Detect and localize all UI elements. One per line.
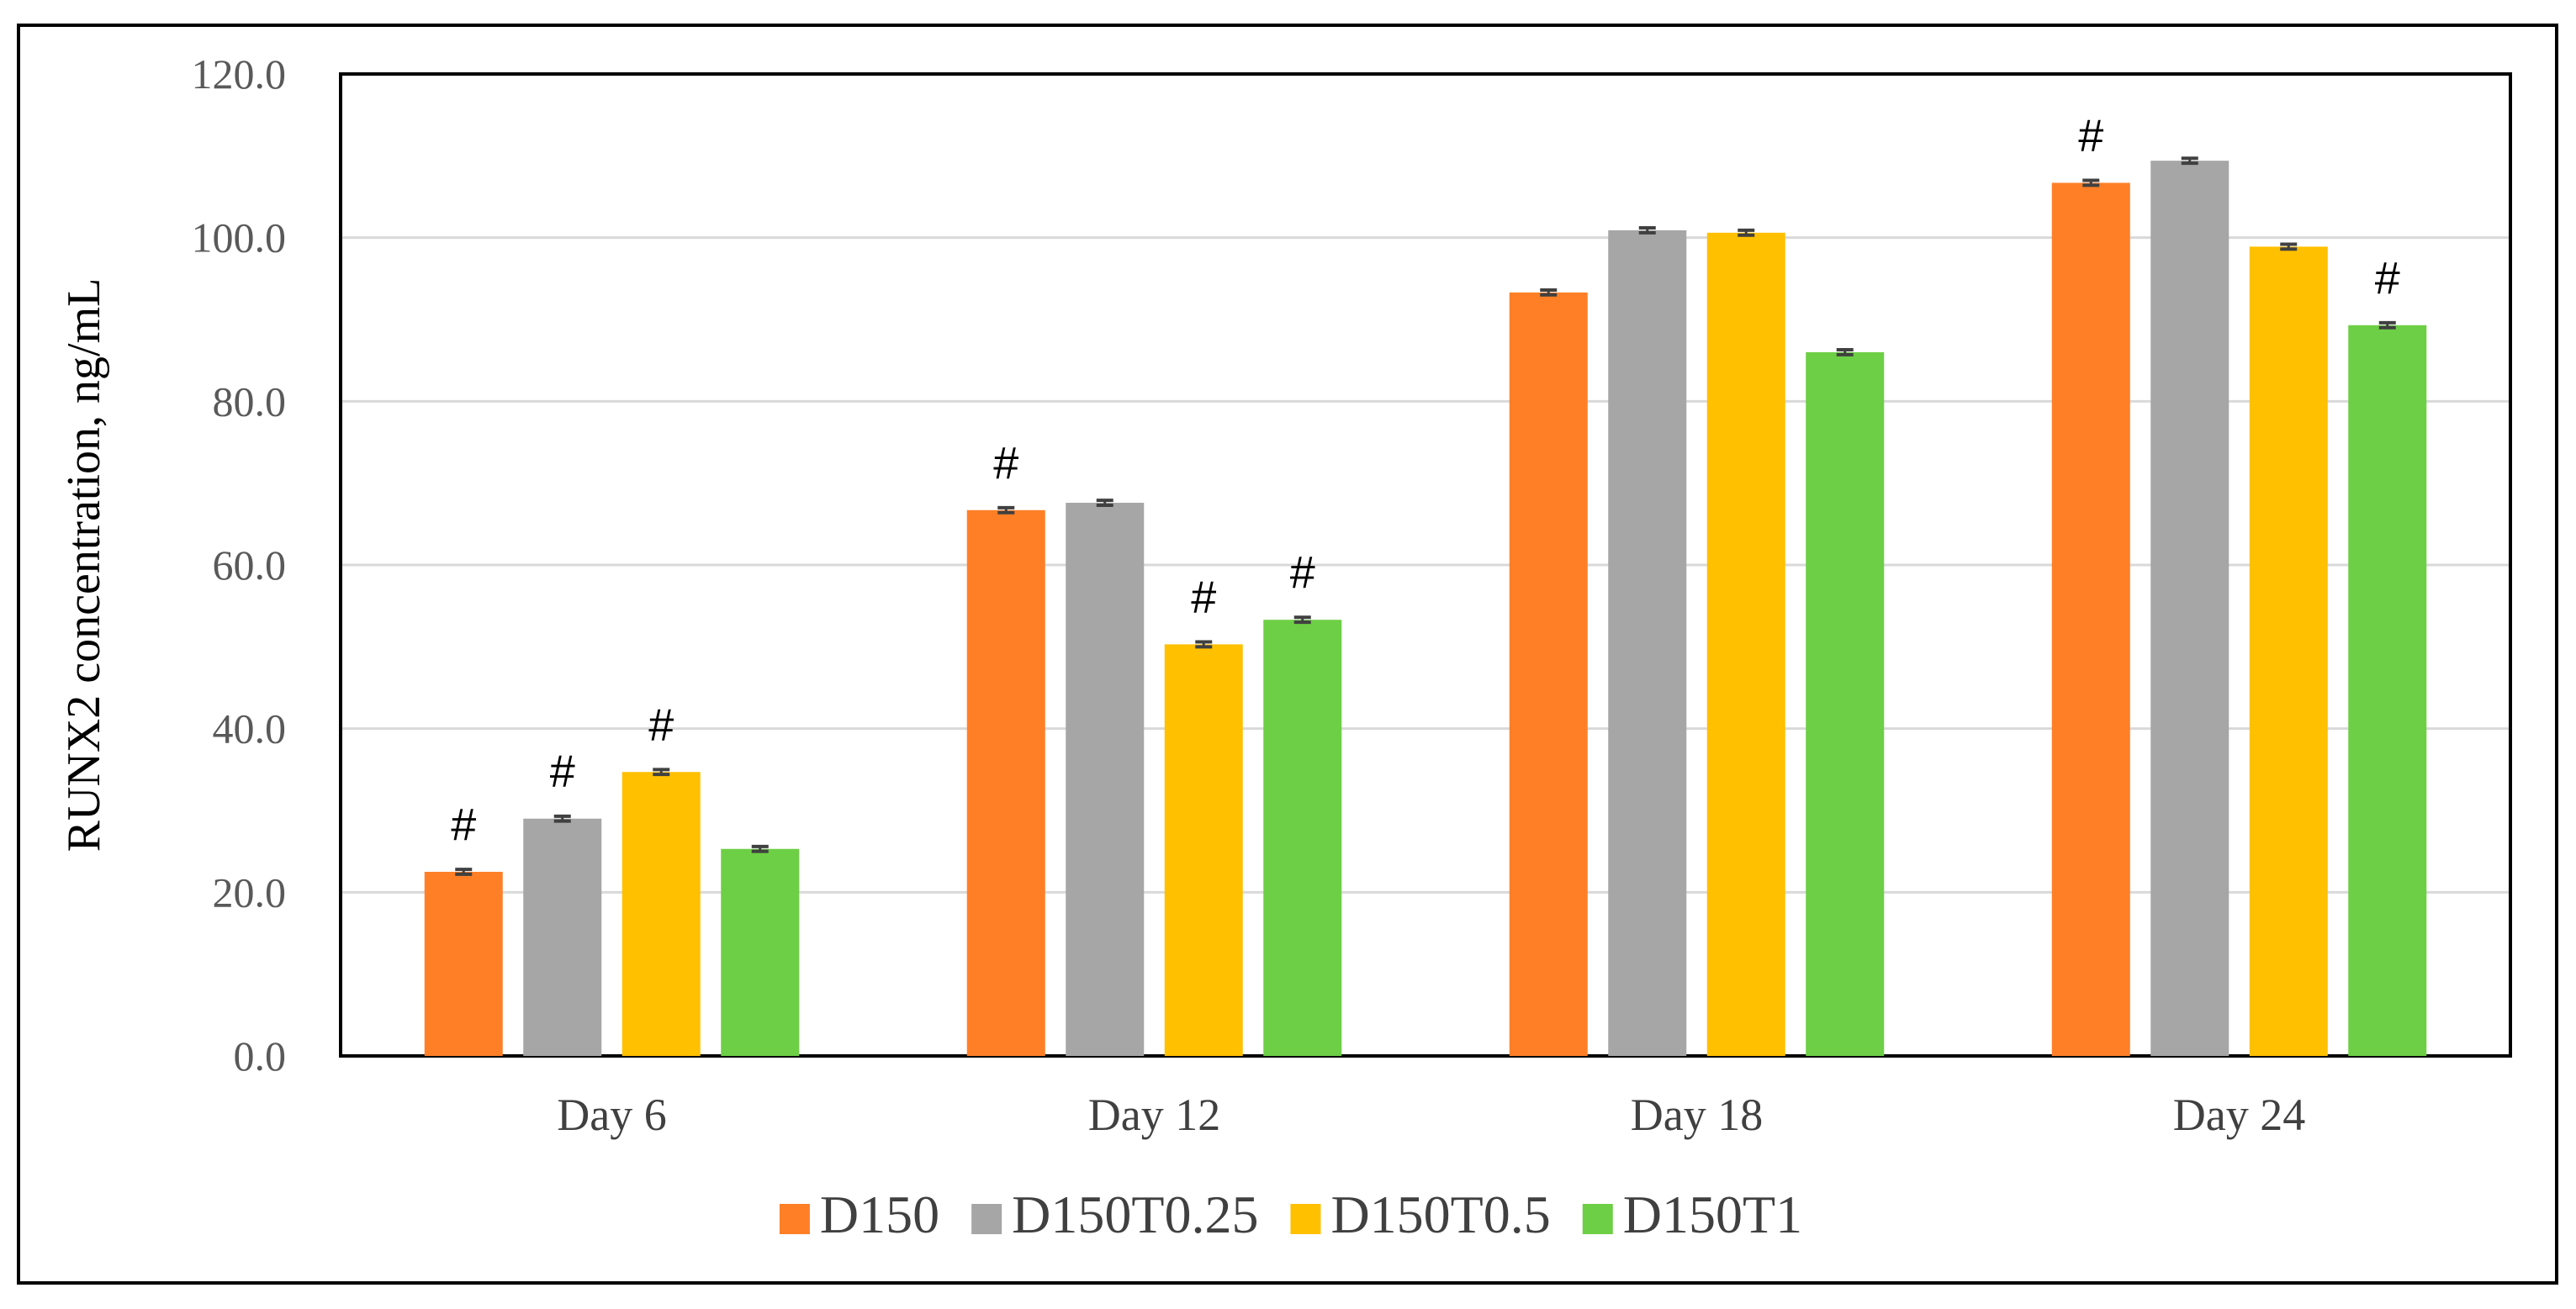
bar-d150 [2051, 182, 2130, 1056]
bar-d150t1 [1806, 351, 1885, 1056]
legend-label: D150 [820, 1185, 939, 1244]
y-tick-label: 120.0 [192, 50, 287, 98]
significance-mark: # [993, 438, 1018, 488]
bar-series: # # # # # # # # [424, 110, 2427, 1057]
bar-d150t1 [1263, 620, 1342, 1056]
bar-d150t0-25 [1066, 503, 1145, 1056]
bar-d150t0-25 [2150, 161, 2230, 1056]
legend-label: D150T0.25 [1012, 1185, 1258, 1244]
y-tick-label: 0.0 [234, 1032, 287, 1079]
bar-d150t0-25 [523, 818, 602, 1056]
bar-d150 [424, 872, 503, 1056]
bar-d150t0-5 [2249, 246, 2328, 1057]
bar-d150 [966, 509, 1045, 1056]
legend-swatch [1290, 1204, 1321, 1234]
bar-d150t0-25 [1608, 230, 1687, 1056]
bar-d150t0-5 [1706, 232, 1785, 1056]
significance-mark: # [2375, 253, 2400, 303]
significance-mark: # [550, 747, 575, 797]
significance-mark: # [451, 800, 476, 850]
legend-item: D150T0.5 [1290, 1185, 1551, 1244]
y-tick-label: 20.0 [213, 868, 287, 916]
category-labels: Day 6 Day 12 Day 18 Day 24 [557, 1090, 2305, 1140]
y-tick-label: 80.0 [213, 377, 287, 425]
significance-mark: # [1191, 572, 1216, 622]
legend-swatch [779, 1204, 810, 1234]
legend: D150 D150T0.25 D150T0.5 D150T1 [779, 1185, 1802, 1244]
legend-item: D150 [779, 1185, 939, 1244]
plot-area-border [339, 72, 2512, 1058]
legend-swatch [971, 1204, 1002, 1234]
significance-mark: # [1290, 547, 1315, 598]
bar-d150t0-5 [622, 772, 701, 1056]
bar-d150 [1509, 292, 1588, 1056]
legend-swatch [1582, 1204, 1613, 1234]
legend-label: D150T0.5 [1330, 1185, 1550, 1244]
y-tick-label: 60.0 [213, 541, 287, 589]
category-label: Day 24 [2173, 1090, 2305, 1140]
category-label: Day 6 [557, 1090, 666, 1140]
y-tick-label: 100.0 [192, 214, 287, 261]
significance-mark: # [2078, 110, 2103, 161]
category-label: Day 12 [1088, 1090, 1220, 1140]
bar-d150t1 [2348, 325, 2427, 1056]
y-axis-title: RUNX2 concentration, ng/mL [58, 278, 110, 852]
legend-item: D150T0.25 [971, 1185, 1258, 1244]
legend-item: D150T1 [1582, 1185, 1802, 1244]
legend-label: D150T1 [1623, 1185, 1802, 1244]
category-label: Day 18 [1631, 1090, 1763, 1140]
y-tick-labels: 0.0 20.0 40.0 60.0 80.0 100.0 120.0 [192, 50, 287, 1079]
gridlines [341, 236, 2510, 894]
bar-d150t1 [721, 848, 800, 1056]
significance-mark: # [648, 699, 674, 750]
y-tick-label: 40.0 [213, 705, 287, 752]
bar-d150t0-5 [1164, 644, 1243, 1056]
